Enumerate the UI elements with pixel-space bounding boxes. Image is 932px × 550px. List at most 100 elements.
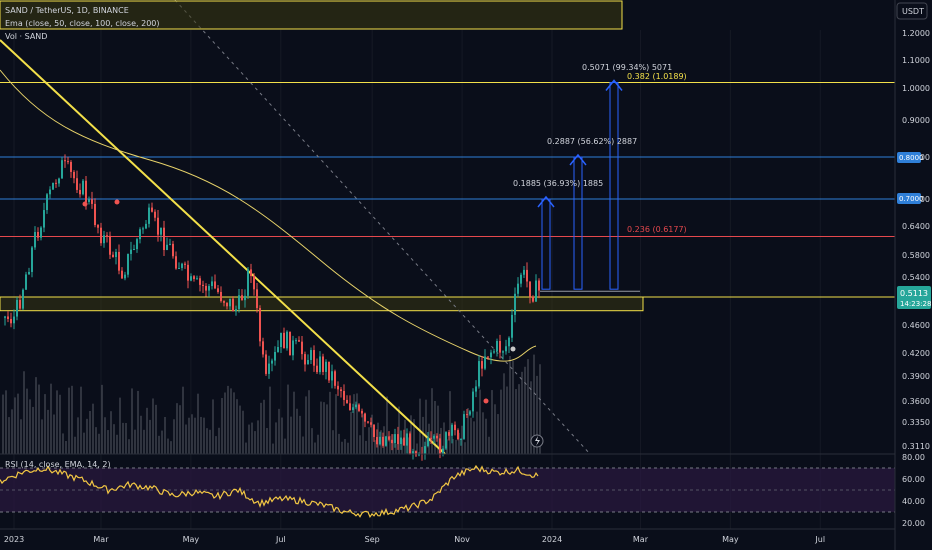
volume-bar — [29, 399, 31, 454]
target-3-label: 0.5071 (99.34%) 5071 — [582, 63, 672, 72]
rsi-tick-label: 60.00 — [902, 475, 925, 484]
candle-body — [199, 278, 201, 285]
candle-body — [316, 365, 318, 373]
rsi-axis: 80.00 60.00 40.00 20.00 — [902, 453, 925, 528]
candle-body — [223, 301, 225, 303]
candle-body — [58, 178, 60, 184]
candle-body — [409, 433, 411, 455]
candle-body — [535, 280, 537, 302]
volume-bar — [350, 411, 352, 454]
candle-body — [328, 361, 330, 381]
time-tick-label: May — [722, 535, 739, 544]
volume-bar — [188, 417, 190, 454]
candle-body — [127, 253, 129, 275]
volume-bar — [491, 390, 493, 454]
volume-bar — [158, 435, 160, 454]
candle-body — [337, 385, 339, 390]
volume-bar — [488, 436, 490, 454]
candle-body — [7, 316, 9, 319]
volume-bar — [275, 422, 277, 454]
volume-bar — [371, 414, 373, 454]
volume-bar — [515, 389, 517, 454]
volume-bar — [245, 442, 247, 454]
currency-button-label[interactable]: USDT — [902, 7, 924, 16]
volume-legend[interactable]: Vol · SAND — [5, 32, 47, 41]
rsi-legend[interactable]: RSI (14, close, EMA, 14, 2) — [5, 460, 111, 469]
volume-bar — [74, 436, 76, 454]
price-tick-label: 0.4200 — [902, 349, 930, 358]
candle-body — [85, 180, 87, 202]
rsi-pane: RSI (14, close, EMA, 14, 2) — [0, 453, 895, 519]
candle-body — [403, 437, 405, 446]
candle-body — [526, 269, 528, 282]
candle-body — [112, 254, 114, 258]
volume-bar — [536, 375, 538, 454]
candle-body — [367, 421, 369, 423]
volume-bar — [530, 381, 532, 454]
candle-body — [259, 308, 261, 342]
volume-bar — [323, 402, 325, 454]
volume-bar — [239, 405, 241, 454]
time-axis: 2023 Mar May Jul Sep Nov 2024 Mar May Jul — [4, 535, 825, 544]
candle-body — [181, 263, 183, 268]
candle-body — [247, 269, 249, 296]
candle-body — [82, 180, 84, 195]
candle-body — [235, 309, 237, 312]
candle-body — [280, 332, 282, 348]
volume-bar — [368, 427, 370, 454]
candle-body — [250, 269, 252, 277]
volume-bar — [170, 441, 172, 454]
volume-bar — [107, 430, 109, 454]
volume-bar — [86, 418, 88, 454]
volume-bar — [518, 384, 520, 454]
volume-bar — [452, 439, 454, 454]
volume-bar — [35, 377, 37, 454]
candle-body — [190, 276, 192, 281]
volume-bar — [92, 403, 94, 454]
candle-body — [463, 414, 465, 439]
volume-bar — [209, 429, 211, 454]
candle-body — [157, 217, 159, 235]
candle-body — [376, 437, 378, 445]
symbol-legend[interactable]: SAND / TetherUS, 1D, BINANCE — [5, 6, 129, 15]
volume-bar — [524, 366, 526, 454]
volume-bar — [119, 397, 121, 454]
volume-bar — [23, 371, 25, 454]
target-2-label: 0.2887 (56.62%) 2887 — [547, 137, 637, 146]
volume-bar — [404, 419, 406, 454]
candle-body — [4, 316, 6, 318]
volume-bar — [20, 419, 22, 454]
volume-bar — [335, 394, 337, 454]
candle-body — [439, 438, 441, 454]
volume-bar — [434, 400, 436, 454]
time-tick-label: 2024 — [542, 535, 562, 544]
rsi-tick-label: 20.00 — [902, 519, 925, 528]
candle-body — [436, 435, 438, 439]
volume-bar — [296, 408, 298, 454]
time-tick-label: Mar — [93, 535, 109, 544]
rsi-tick-label: 40.00 — [902, 497, 925, 506]
volume-bar — [437, 405, 439, 454]
volume-bar — [146, 407, 148, 454]
candle-body — [148, 207, 150, 224]
volume-bar — [65, 440, 67, 454]
volume-bar — [32, 406, 34, 454]
volume-bar — [200, 416, 202, 454]
candle-body — [232, 298, 234, 312]
candle-body — [355, 404, 357, 408]
candle-body — [31, 247, 33, 272]
time-tick-label: Jul — [275, 535, 286, 544]
candle-body — [145, 223, 147, 229]
currency-button[interactable] — [896, 2, 928, 20]
candle-body — [73, 171, 75, 179]
candle-body — [382, 436, 384, 446]
candle-body — [130, 249, 132, 254]
volume-bar — [263, 399, 265, 454]
candle-body — [121, 270, 123, 279]
price-tick-label: 1.1000 — [902, 56, 930, 65]
candle-body — [40, 227, 42, 238]
candle-body — [475, 386, 477, 392]
volume-bar — [95, 427, 97, 454]
ema-legend[interactable]: Ema (close, 50, close, 100, close, 200) — [5, 19, 160, 28]
trendlines — [0, 0, 591, 455]
